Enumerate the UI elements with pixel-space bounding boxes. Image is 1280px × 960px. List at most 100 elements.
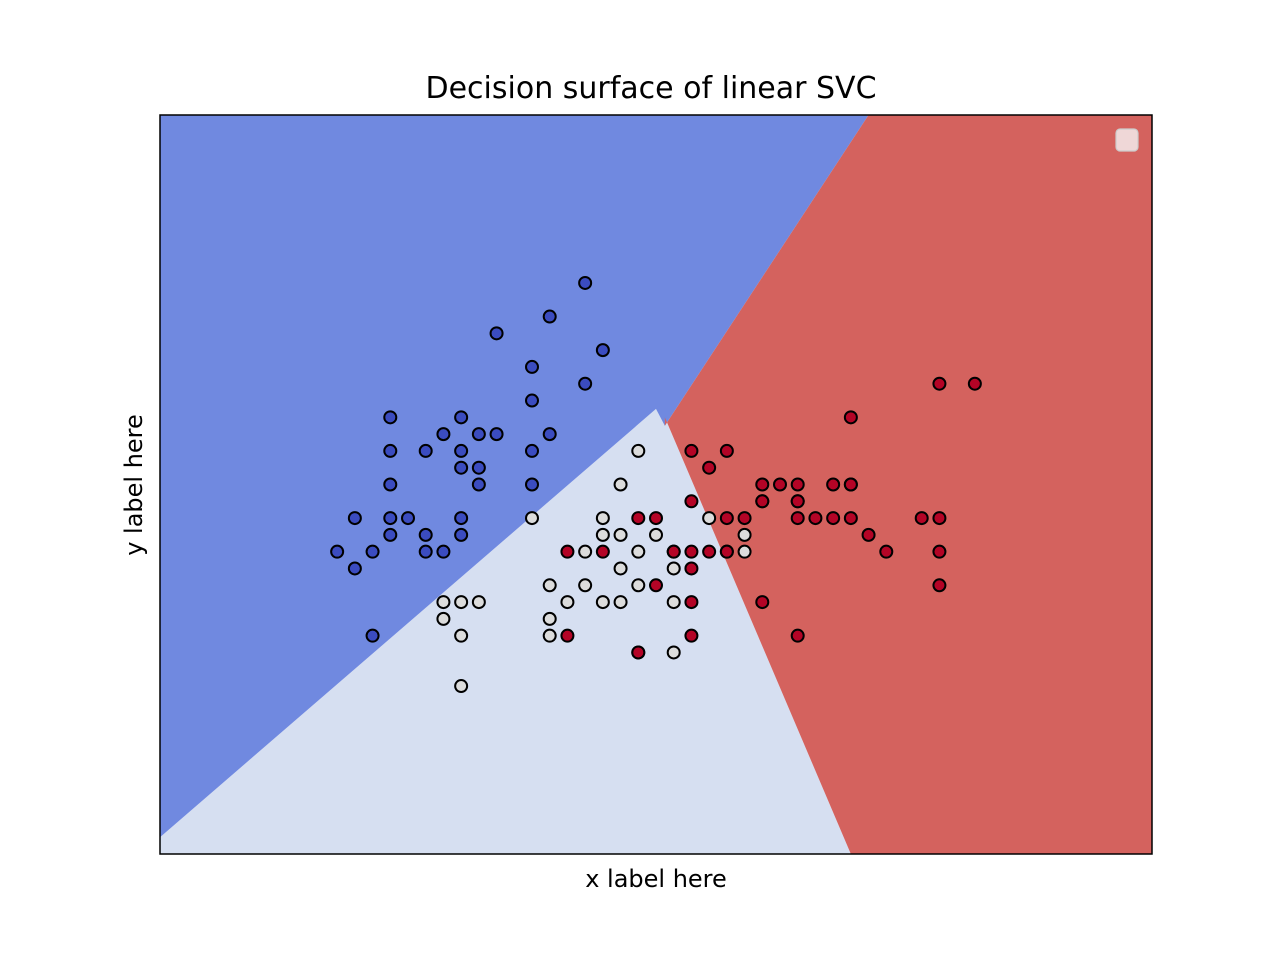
point-class-2 <box>790 511 805 526</box>
point-class-1 <box>436 611 451 626</box>
point-class-0 <box>525 359 539 374</box>
point-class-2 <box>843 477 858 492</box>
point-class-0 <box>525 443 539 458</box>
point-class-0 <box>454 443 469 458</box>
point-class-1 <box>631 544 646 559</box>
point-class-2 <box>826 511 841 526</box>
point-class-2 <box>932 376 947 391</box>
point-class-1 <box>436 595 451 610</box>
point-class-0 <box>454 527 469 542</box>
point-class-1 <box>454 679 469 694</box>
point-class-0 <box>347 561 362 576</box>
point-class-0 <box>525 477 539 492</box>
point-class-1 <box>702 511 717 526</box>
point-class-0 <box>365 544 380 559</box>
point-class-0 <box>578 376 593 391</box>
point-class-2 <box>808 511 823 526</box>
point-class-0 <box>436 427 451 442</box>
point-class-1 <box>578 578 593 593</box>
point-class-1 <box>471 595 486 610</box>
point-class-2 <box>684 544 699 559</box>
point-class-2 <box>631 645 646 660</box>
point-class-1 <box>666 595 681 610</box>
point-class-0 <box>525 393 539 408</box>
point-class-0 <box>436 544 451 559</box>
scatter-points <box>330 275 982 694</box>
point-class-2 <box>843 511 858 526</box>
point-class-2 <box>932 511 947 526</box>
point-class-1 <box>454 628 469 643</box>
point-class-0 <box>489 326 504 341</box>
point-class-0 <box>383 477 398 492</box>
point-class-0 <box>471 477 486 492</box>
y-axis-label: y label here <box>120 414 148 556</box>
point-class-2 <box>649 511 663 526</box>
point-class-1 <box>631 443 646 458</box>
point-class-1 <box>613 477 628 492</box>
point-class-1 <box>595 595 610 610</box>
plot-frame <box>159 114 1153 855</box>
point-class-1 <box>737 527 752 542</box>
point-class-2 <box>719 443 734 458</box>
point-class-1 <box>454 595 469 610</box>
point-class-1 <box>666 645 681 660</box>
point-class-0 <box>454 511 469 526</box>
point-class-1 <box>578 544 593 559</box>
point-class-1 <box>613 527 628 542</box>
point-class-1 <box>595 511 610 526</box>
point-class-0 <box>383 410 398 425</box>
point-class-2 <box>684 628 699 643</box>
point-class-0 <box>595 343 610 358</box>
point-class-0 <box>471 460 486 475</box>
point-class-0 <box>383 443 398 458</box>
point-class-2 <box>595 544 610 559</box>
point-class-2 <box>879 544 894 559</box>
point-class-2 <box>560 628 575 643</box>
point-class-0 <box>542 427 557 442</box>
point-class-2 <box>755 477 770 492</box>
point-class-2 <box>737 511 752 526</box>
point-class-2 <box>684 595 699 610</box>
point-class-2 <box>755 494 770 509</box>
point-class-2 <box>843 410 858 425</box>
point-class-0 <box>383 527 398 542</box>
point-class-1 <box>560 595 575 610</box>
point-class-2 <box>684 494 699 509</box>
point-class-0 <box>401 511 415 526</box>
region-class-2 <box>664 115 1152 854</box>
point-class-1 <box>613 595 628 610</box>
point-class-2 <box>967 376 982 391</box>
point-class-2 <box>773 477 787 492</box>
point-class-1 <box>542 628 557 643</box>
point-class-0 <box>578 275 593 290</box>
point-class-2 <box>702 544 717 559</box>
point-class-1 <box>542 578 557 593</box>
point-class-2 <box>790 477 805 492</box>
point-class-0 <box>454 410 469 425</box>
point-class-0 <box>418 544 433 559</box>
point-class-2 <box>684 443 699 458</box>
point-class-0 <box>471 427 486 442</box>
point-class-0 <box>418 443 433 458</box>
point-class-2 <box>826 477 841 492</box>
decision-regions <box>160 115 1152 854</box>
point-class-0 <box>489 427 504 442</box>
legend-box[interactable] <box>1115 128 1139 152</box>
point-class-1 <box>666 561 681 576</box>
point-class-1 <box>737 544 752 559</box>
region-class-0 <box>160 115 869 838</box>
point-class-1 <box>649 527 663 542</box>
point-class-2 <box>684 561 699 576</box>
point-class-2 <box>932 544 947 559</box>
point-class-1 <box>613 561 628 576</box>
point-class-0 <box>383 511 398 526</box>
point-class-2 <box>666 544 681 559</box>
point-class-2 <box>649 578 663 593</box>
region-class-1 <box>160 408 851 854</box>
point-class-1 <box>542 611 557 626</box>
point-class-0 <box>347 511 362 526</box>
x-axis-label: x label here <box>585 865 727 893</box>
point-class-2 <box>560 544 575 559</box>
point-class-2 <box>631 511 646 526</box>
